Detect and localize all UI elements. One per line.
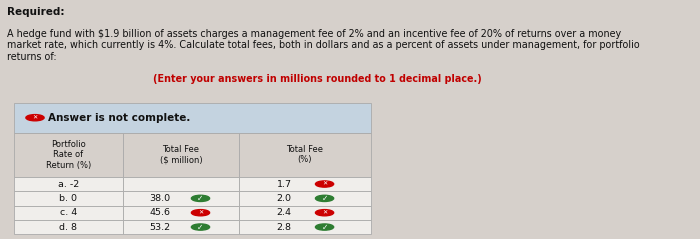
FancyBboxPatch shape (123, 191, 239, 206)
Text: ✓: ✓ (197, 194, 204, 203)
Text: ✕: ✕ (32, 115, 38, 120)
FancyBboxPatch shape (239, 206, 371, 220)
FancyBboxPatch shape (14, 103, 371, 133)
Circle shape (191, 210, 209, 216)
Text: 53.2: 53.2 (149, 223, 171, 232)
FancyBboxPatch shape (239, 191, 371, 206)
Text: 1.7: 1.7 (276, 179, 291, 189)
Circle shape (316, 181, 334, 187)
FancyBboxPatch shape (14, 177, 123, 191)
Text: Portfolio
Rate of
Return (%): Portfolio Rate of Return (%) (46, 140, 91, 170)
Text: ✕: ✕ (322, 182, 327, 186)
Text: ✕: ✕ (198, 210, 203, 215)
Text: Answer is not complete.: Answer is not complete. (48, 113, 190, 123)
Text: Total Fee
(%): Total Fee (%) (286, 145, 323, 164)
Text: ✕: ✕ (322, 210, 327, 215)
Circle shape (191, 224, 209, 230)
FancyBboxPatch shape (14, 220, 123, 234)
FancyBboxPatch shape (123, 133, 239, 177)
Text: d. 8: d. 8 (60, 223, 78, 232)
FancyBboxPatch shape (14, 133, 123, 177)
FancyBboxPatch shape (123, 206, 239, 220)
Text: 2.4: 2.4 (276, 208, 291, 217)
Text: A hedge fund with $1.9 billion of assets charges a management fee of 2% and an i: A hedge fund with $1.9 billion of assets… (7, 29, 640, 62)
Text: ✓: ✓ (197, 223, 204, 232)
Text: ✓: ✓ (321, 223, 328, 232)
Circle shape (191, 195, 209, 201)
FancyBboxPatch shape (123, 220, 239, 234)
Text: b. 0: b. 0 (60, 194, 78, 203)
Text: 2.8: 2.8 (276, 223, 291, 232)
FancyBboxPatch shape (239, 133, 371, 177)
Text: 2.0: 2.0 (276, 194, 291, 203)
Circle shape (26, 115, 44, 121)
Text: Total Fee
($ million): Total Fee ($ million) (160, 145, 202, 164)
Circle shape (316, 195, 334, 201)
FancyBboxPatch shape (123, 177, 239, 191)
FancyBboxPatch shape (14, 206, 123, 220)
Text: ✓: ✓ (321, 194, 328, 203)
Text: 38.0: 38.0 (149, 194, 171, 203)
Text: Required:: Required: (7, 7, 64, 17)
Text: (Enter your answers in millions rounded to 1 decimal place.): (Enter your answers in millions rounded … (153, 74, 482, 84)
FancyBboxPatch shape (239, 177, 371, 191)
Circle shape (316, 224, 334, 230)
FancyBboxPatch shape (14, 191, 123, 206)
Circle shape (316, 210, 334, 216)
Text: c. 4: c. 4 (60, 208, 77, 217)
Text: 45.6: 45.6 (149, 208, 170, 217)
Text: a. -2: a. -2 (58, 179, 79, 189)
FancyBboxPatch shape (239, 220, 371, 234)
